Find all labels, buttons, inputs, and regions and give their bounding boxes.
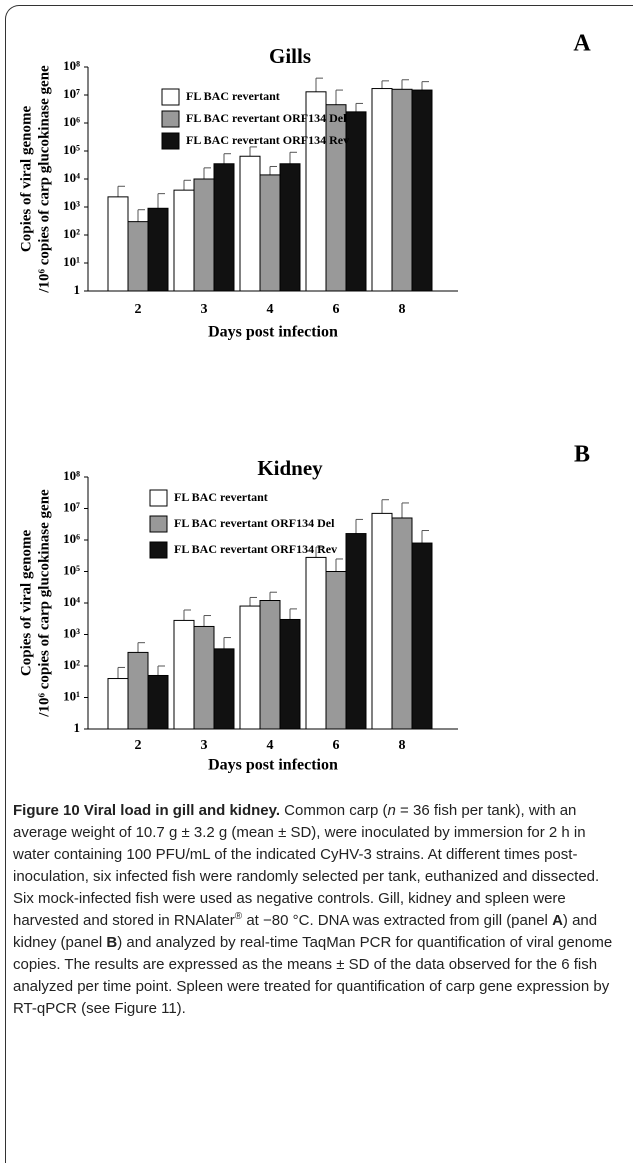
caption-text: ® [234,911,243,922]
legend-label: FL BAC revertant [174,490,268,504]
bar [127,651,149,730]
bar [107,196,129,292]
chart-title: Gills [269,44,311,68]
caption-text: = 36 fish per tank), with an average wei… [13,802,600,929]
y-tick-label: 10⁶ [63,114,80,129]
x-tick-label: 6 [333,738,340,753]
bar [371,88,393,292]
bar [279,618,301,730]
legend-swatch [161,132,180,150]
bar [173,619,195,730]
y-tick-label: 10⁷ [63,499,80,514]
caption-text: n [387,802,396,819]
x-tick-label: 8 [399,738,406,753]
bar [411,542,433,730]
bar [239,155,261,292]
y-axis-title: Copies of viral genome [18,106,34,253]
y-tick-label: 10⁴ [63,594,80,609]
y-tick-label: 10⁵ [63,142,80,157]
legend-label: FL BAC revertant ORF134 Rev [186,133,349,147]
bar [391,88,413,292]
figure-frame [5,5,633,1163]
x-tick-label: 4 [267,738,274,753]
bar [107,678,129,730]
x-axis-title: Days post infection [208,324,338,341]
legend-label: FL BAC revertant ORF134 Del [186,111,347,125]
x-tick-label: 2 [135,302,142,317]
caption-text: ) and analyzed by real-time TaqMan PCR f… [13,934,613,1017]
bar [239,605,261,730]
bar [345,533,367,730]
y-tick-label: 10⁶ [63,531,80,546]
bar [279,163,301,292]
bar [147,674,169,730]
bar [193,625,215,730]
caption-text: B [106,934,118,951]
panel-label: A [573,31,591,57]
bar [213,648,235,730]
caption-text: Common carp ( [280,802,388,819]
bar [325,571,347,730]
y-tick-label: 10¹ [63,254,80,269]
y-tick-label: 1 [74,282,81,297]
y-tick-label: 10⁷ [63,86,80,101]
legend-swatch [149,515,168,533]
x-tick-label: 8 [399,302,406,317]
y-tick-label: 1 [74,720,81,735]
bar [259,174,281,292]
y-tick-label: 10⁴ [63,170,80,185]
y-tick-label: 10⁵ [63,562,80,577]
y-tick-label: 10³ [63,625,80,640]
figure: Gills A Copies of viral genome/10⁶ copies … [18,31,591,774]
bar [173,189,195,292]
x-tick-label: 2 [135,738,142,753]
legend-label: FL BAC revertant ORF134 Rev [174,542,337,556]
caption: Figure 10 Viral load in gill and kidney.… [13,800,619,1020]
caption-text: A [552,912,563,929]
legend-label: FL BAC revertant [186,89,280,103]
bar [411,89,433,292]
y-axis-title: /10⁶ copies of carp glucokinase gene [36,489,52,718]
caption-text: at −80 °C. DNA was extracted from gill (… [242,912,553,929]
y-tick-label: 10⁸ [63,468,80,483]
x-tick-label: 3 [201,302,208,317]
chart-title: Kidney [257,456,323,480]
legend-label: FL BAC revertant ORF134 Del [174,516,335,530]
bar [213,163,235,292]
bar [147,207,169,292]
panel-label: B [574,442,590,468]
y-tick-label: 10² [63,657,80,672]
bar [193,178,215,292]
x-axis-title: Days post infection [208,757,338,774]
legend-swatch [149,489,168,507]
bar [391,517,413,730]
legend-swatch [149,541,168,559]
caption-text: ) and kidney (panel [13,912,598,951]
y-axis-title: /10⁶ copies of carp glucokinase gene [36,65,52,294]
bar [259,600,281,730]
y-axis-title: Copies of viral genome [18,530,34,677]
x-tick-label: 6 [333,302,340,317]
y-tick-label: 10³ [63,198,80,213]
y-tick-label: 10² [63,226,80,241]
y-tick-label: 10¹ [63,688,80,703]
x-tick-label: 4 [267,302,274,317]
legend-swatch [161,88,180,106]
caption-title: Figure 10 Viral load in gill and kidney. [13,802,281,819]
bar [371,512,393,730]
x-tick-label: 3 [201,738,208,753]
bar [305,556,327,730]
legend-swatch [161,110,180,128]
bar [127,221,149,292]
y-tick-label: 10⁸ [63,58,80,73]
